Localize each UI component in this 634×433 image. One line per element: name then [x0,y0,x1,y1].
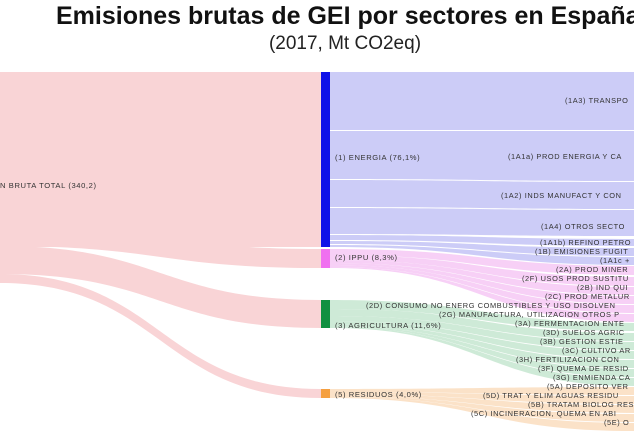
flow-to-target [330,316,634,350]
flow-to-target [330,180,634,209]
flow-to-target [330,255,634,286]
target-node-label: (3C) CULTIVO AR [562,346,631,355]
flow-to-target [330,394,634,413]
target-node-label: (3D) SUELOS AGRIC [543,328,625,337]
source-node-label: N BRUTA TOTAL (340,2) [0,181,97,190]
flow-to-target [330,392,634,404]
target-node-label: (3G) ENMIENDA CA [553,373,631,382]
flow-to-target [330,321,634,359]
target-node-label: (1A1b) REFINO PETRO [540,238,632,247]
flow-to-target [330,131,634,181]
flow-source-ippu [0,226,321,268]
target-node-label: (3B) GESTION ESTIE [540,337,624,346]
target-node-label: (1A1c + [600,256,630,265]
node-residuos-bar [321,389,330,398]
target-node-label: (5B) TRATAM BIOLOG RES [528,400,634,409]
chart-subtitle: (2017, Mt CO2eq) [268,33,422,54]
flow-to-target [330,235,634,246]
flow-to-target [330,260,634,295]
flow-to-target [330,397,634,431]
node-ippu-label: (2) IPPU (8,3%) [335,253,398,262]
target-node-label: (2C) PROD METALUR [545,292,630,301]
target-node-label: (5A) DEPOSITO VER [547,382,629,391]
target-node-label: (2B) IND QUI [577,283,629,292]
target-node-label: (5E) O [604,418,630,427]
flow-to-target [330,300,634,331]
target-node-label: (1A1a) PROD ENERGIA Y CA [508,152,622,161]
node-energia-label: (1) ENERGIA (76,1%) [335,153,421,162]
target-node-label: (2D) CONSUMO NO ENERG COMBUSTIBLES Y USO… [366,301,616,310]
target-node-label: (1A3) TRANSPO [565,96,629,105]
target-node-label: (2G) MANUFACTURA, UTILIZACION OTROS P [439,310,620,319]
target-node-label: (2F) USOS PROD SUSTITU [522,274,629,283]
target-node-label: (5C) INCINERACION, QUEMA EN ABI [471,409,617,418]
target-node-label: (2A) PROD MINER [556,265,629,274]
flow-to-target [330,245,634,265]
flow-source-energia [0,72,321,247]
node-ippu-bar [321,249,330,268]
target-node-label: (5D) TRAT Y ELIM AGUAS RESIDU [483,391,619,400]
node-agricultura-label: (3) AGRICULTURA (11,6%) [335,321,442,330]
node-agricultura-bar [321,300,330,328]
flow-to-target [330,326,634,377]
flow-source-agricultura [0,246,321,328]
flow-source-residuos [0,274,321,398]
flow-to-target [330,267,634,322]
flow-to-target [330,324,634,368]
flow-to-target [330,241,634,256]
target-node-label: (3F) QUEMA DE RESID [538,364,629,373]
target-node-label: (1A2) INDS MANUFACT Y CON [501,191,622,200]
node-residuos-label: (5) RESIDUOS (4,0%) [335,390,422,399]
target-node-label: (1A4) OTROS SECTO [541,222,625,231]
flow-to-target [330,309,634,341]
flow-to-target [330,387,634,395]
flow-to-target [330,249,634,275]
chart-title: Emisiones brutas de GEI por sectores en … [56,2,634,30]
flow-to-target [330,327,634,386]
target-node-label: (3A) FERMENTACION ENTE [515,319,625,328]
target-node-label: (1B) EMISIONES FUGIT [535,247,629,256]
flow-to-target [330,265,634,313]
target-node-label: (3H) FERTILIZACION CON [516,355,620,364]
flow-to-target [330,208,634,236]
flow-to-target [330,263,634,304]
flow-to-target [330,72,634,130]
node-energia-bar [321,72,330,247]
flow-to-target [330,396,634,422]
